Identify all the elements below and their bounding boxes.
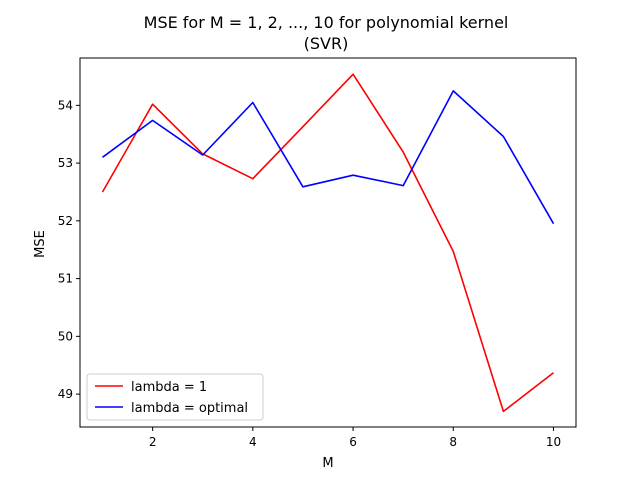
y-tick-label: 53 <box>58 156 73 170</box>
series-line-2 <box>102 90 555 225</box>
y-tick-label: 50 <box>58 329 73 343</box>
x-tick-label: 8 <box>449 435 457 449</box>
chart-subtitle: (SVR) <box>304 34 349 53</box>
legend-entry-1: lambda = 1 <box>131 380 207 395</box>
legend-entry-2: lambda = optimal <box>131 401 248 416</box>
x-tick-label: 2 <box>149 435 157 449</box>
y-tick-label: 49 <box>58 387 73 401</box>
plot-area: 2 4 6 8 10 49 50 51 52 53 54 <box>58 57 577 449</box>
x-axis-label: M <box>322 456 333 471</box>
x-tick-label: 6 <box>349 435 357 449</box>
y-tick-label: 54 <box>58 98 73 112</box>
legend-box <box>86 373 264 421</box>
plot-frame <box>79 57 577 428</box>
x-tick-label: 4 <box>249 435 257 449</box>
x-tick-label: 10 <box>546 435 561 449</box>
legend: lambda = 1 lambda = optimal <box>86 373 264 421</box>
chart-title: MSE for M = 1, 2, ..., 10 for polynomial… <box>144 13 509 32</box>
y-tick-label: 51 <box>58 272 73 286</box>
y-tick-label: 52 <box>58 214 73 228</box>
series-line-1 <box>101 73 554 413</box>
y-axis-label: MSE <box>33 230 48 258</box>
